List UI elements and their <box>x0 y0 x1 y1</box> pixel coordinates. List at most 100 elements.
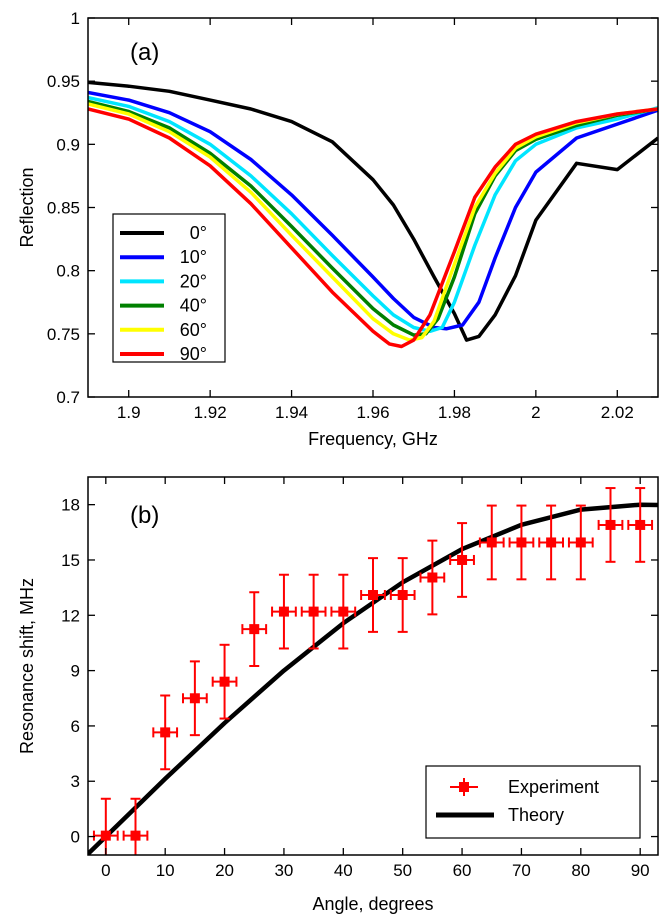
panel-b-legend-box <box>425 765 641 839</box>
square-marker <box>516 537 527 548</box>
legend-label-1: 10° <box>180 247 207 267</box>
panel-a-y-tick-label: 0.7 <box>56 388 80 407</box>
legend-label-experiment: Experiment <box>508 777 599 797</box>
square-marker <box>575 537 586 548</box>
panel-b-x-tick-label: 30 <box>274 861 293 880</box>
panel-a-curves <box>88 80 658 349</box>
panel-b-y-tick-label: 18 <box>61 496 80 515</box>
square-marker <box>160 727 171 738</box>
panel-a-y-tick-label: 0.9 <box>56 135 80 154</box>
square-marker <box>278 606 289 617</box>
square-marker <box>368 590 378 601</box>
experiment-point <box>508 504 535 581</box>
square-marker <box>130 830 141 841</box>
panel-a-reflection-chart: 1.9 1.92 1.94 1.96 1.98 2 2.02 0.7 0.75 0.8 0.85 0.… <box>17 9 659 449</box>
legend-label-3: 40° <box>180 296 207 316</box>
panel-b-y-tick-label: 15 <box>61 551 80 570</box>
experiment-point <box>360 557 386 633</box>
panel-b-plot-frame <box>87 476 659 856</box>
square-marker <box>249 624 260 635</box>
square-marker <box>100 830 111 841</box>
panel-b-x-tick-label: 50 <box>393 861 412 880</box>
legend-experiment-marker <box>450 778 478 796</box>
square-marker <box>635 519 646 530</box>
square-marker <box>397 590 408 601</box>
panel-b-y-tick-label: 3 <box>71 772 80 791</box>
panel-b-x-tick-label: 90 <box>631 861 650 880</box>
legend-square-marker <box>459 782 469 792</box>
experiment-point <box>389 557 416 633</box>
experiment-point <box>92 797 119 855</box>
panel-a-x-tick-label: 1.9 <box>117 403 141 422</box>
experiment-point <box>300 573 327 650</box>
square-marker <box>457 554 468 565</box>
panel-b-ticks: 0 10 20 30 40 50 60 70 80 90 0 3 6 9 12 15 18 <box>61 477 658 880</box>
series-line-3 <box>88 99 658 337</box>
series-line-5 <box>88 107 658 349</box>
panel-b-x-tick-label: 70 <box>512 861 531 880</box>
panel-a-y-tick-label: 0.8 <box>56 262 80 281</box>
experiment-point <box>152 694 179 771</box>
experiment-point <box>330 573 357 650</box>
panel-a-label: (a) <box>130 39 159 66</box>
experiment-point <box>627 487 654 563</box>
panel-a-legend-box <box>112 213 226 363</box>
experiment-point <box>182 660 208 737</box>
panel-a-y-tick-label: 1 <box>71 9 80 28</box>
experiment-point <box>567 504 594 581</box>
panel-a-y-tick-label: 0.95 <box>47 72 80 91</box>
panel-a-x-tick-label: 1.98 <box>438 403 471 422</box>
square-marker <box>427 572 438 583</box>
panel-b-x-tick-label: 20 <box>215 861 234 880</box>
panel-b-marks <box>88 487 658 855</box>
panel-a-y-tick-label: 0.75 <box>47 325 80 344</box>
panel-b-legend: Experiment Theory <box>425 765 641 839</box>
panel-a-x-tick-label: 1.92 <box>194 403 227 422</box>
square-marker <box>546 537 557 548</box>
experiment-point <box>419 539 446 616</box>
panel-b-y-axis-label: Resonance shift, MHz <box>17 578 37 754</box>
panel-a-y-axis-label: Reflection <box>17 167 37 247</box>
panel-b-x-tick-label: 60 <box>453 861 472 880</box>
panel-b-y-tick-label: 0 <box>71 828 80 847</box>
experiment-point <box>478 504 505 581</box>
square-marker <box>219 676 230 687</box>
legend-label-2: 20° <box>180 271 207 291</box>
panel-a-ticks: 1.9 1.92 1.94 1.96 1.98 2 2.02 0.7 0.75 0.8 0.85 0.… <box>47 9 658 422</box>
legend-label-5: 90° <box>180 344 207 364</box>
square-marker <box>338 606 349 617</box>
panel-b-y-tick-label: 12 <box>61 606 80 625</box>
experiment-point <box>211 643 238 720</box>
square-marker <box>486 537 497 548</box>
panel-b-label: (b) <box>130 502 159 529</box>
panel-a-x-tick-label: 2 <box>531 403 540 422</box>
legend-label-0: 0° <box>190 223 207 243</box>
panel-b-x-axis-label: Angle, degrees <box>312 894 433 914</box>
experiment-point <box>449 522 475 598</box>
series-line-0 <box>88 80 658 342</box>
legend-label-theory: Theory <box>508 805 564 825</box>
panel-a-x-tick-label: 1.96 <box>356 403 389 422</box>
panel-b-x-tick-label: 40 <box>334 861 353 880</box>
panel-a-x-axis-label: Frequency, GHz <box>308 429 438 449</box>
panel-a-y-tick-label: 0.85 <box>47 199 80 218</box>
panel-a-legend: 0° 10° 20° 40° 60° 90° <box>112 213 226 364</box>
experiment-point <box>271 573 297 650</box>
panel-b-resonance-shift-chart: 0 10 20 30 40 50 60 70 80 90 0 3 6 9 12 15 18 (b) Angle,… <box>17 476 659 914</box>
panel-b-x-tick-label: 0 <box>101 861 110 880</box>
square-marker <box>605 519 616 530</box>
panel-a-x-tick-label: 2.02 <box>601 403 634 422</box>
experiment-point <box>241 591 268 667</box>
experiment-point <box>538 504 564 581</box>
square-marker <box>308 606 319 617</box>
panel-b-x-tick-label: 80 <box>571 861 590 880</box>
legend-label-4: 60° <box>180 320 207 340</box>
square-marker <box>189 693 200 704</box>
panel-b-y-tick-label: 9 <box>71 662 80 681</box>
experiment-point <box>597 487 624 563</box>
panel-b-y-tick-label: 6 <box>71 717 80 736</box>
panel-a-x-tick-label: 1.94 <box>275 403 308 422</box>
panel-b-x-tick-label: 10 <box>156 861 175 880</box>
experiment-point <box>122 797 149 855</box>
